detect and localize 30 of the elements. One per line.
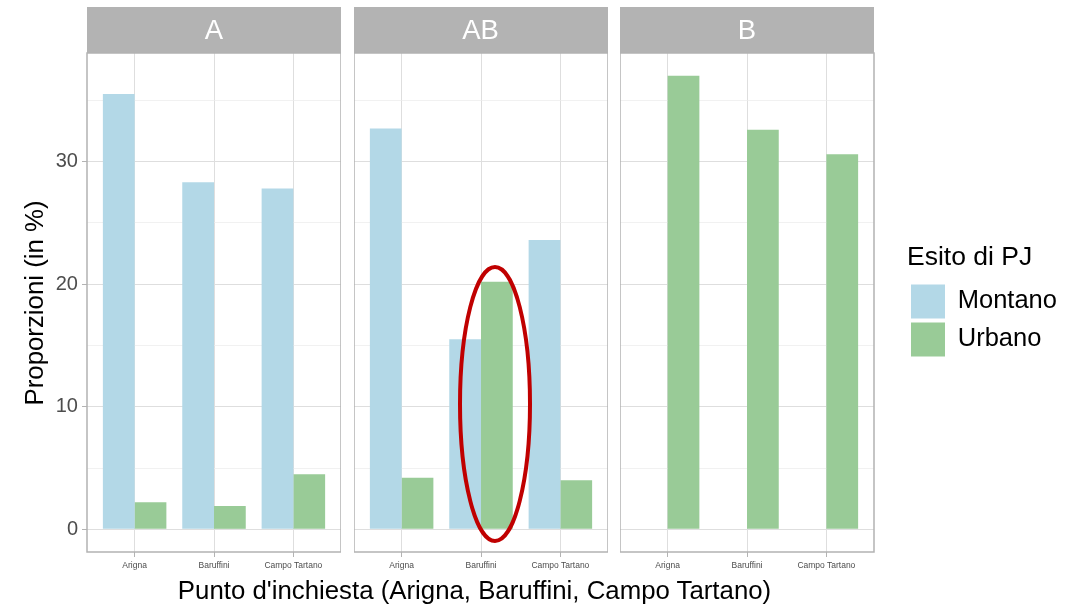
x-tick-label: Arigna bbox=[655, 560, 681, 571]
bar bbox=[559, 480, 592, 529]
chart-title: A bbox=[204, 14, 224, 46]
bar bbox=[261, 188, 294, 529]
bar bbox=[182, 182, 214, 529]
y-tick-label: 10 bbox=[55, 394, 78, 417]
y-tick-label: 0 bbox=[66, 516, 78, 539]
x-tick-label: Arigna bbox=[122, 560, 148, 571]
legend-title: Esito di PJ bbox=[907, 241, 1033, 272]
bar bbox=[102, 94, 135, 529]
y-tick-label: 20 bbox=[55, 271, 78, 294]
x-tick-label: Campo Tartano bbox=[797, 560, 856, 571]
chart-title: AB bbox=[462, 14, 499, 46]
bar bbox=[369, 128, 402, 529]
y-axis-title: Proporzioni (in %) bbox=[20, 199, 49, 406]
x-tick-label: Baruffini bbox=[198, 560, 230, 571]
x-tick-label: Baruffini bbox=[731, 560, 763, 571]
y-tick-label: 30 bbox=[55, 149, 78, 172]
bar bbox=[293, 474, 326, 529]
x-tick-label: Baruffini bbox=[464, 560, 497, 571]
x-tick-label: Arigna bbox=[388, 560, 414, 571]
bar bbox=[134, 502, 167, 529]
bar bbox=[401, 477, 433, 529]
x-tick-label: Campo Tartano bbox=[530, 560, 590, 571]
x-tick-label: Campo Tartano bbox=[264, 560, 323, 571]
bar bbox=[214, 506, 246, 529]
legend-label: Montano bbox=[957, 285, 1057, 314]
legend-label: Urbano bbox=[957, 323, 1042, 352]
chart-title: B bbox=[737, 14, 757, 46]
x-axis-title: Punto d'inchiesta (Arigna, Baruffini, Campo Tartano) bbox=[177, 576, 772, 604]
